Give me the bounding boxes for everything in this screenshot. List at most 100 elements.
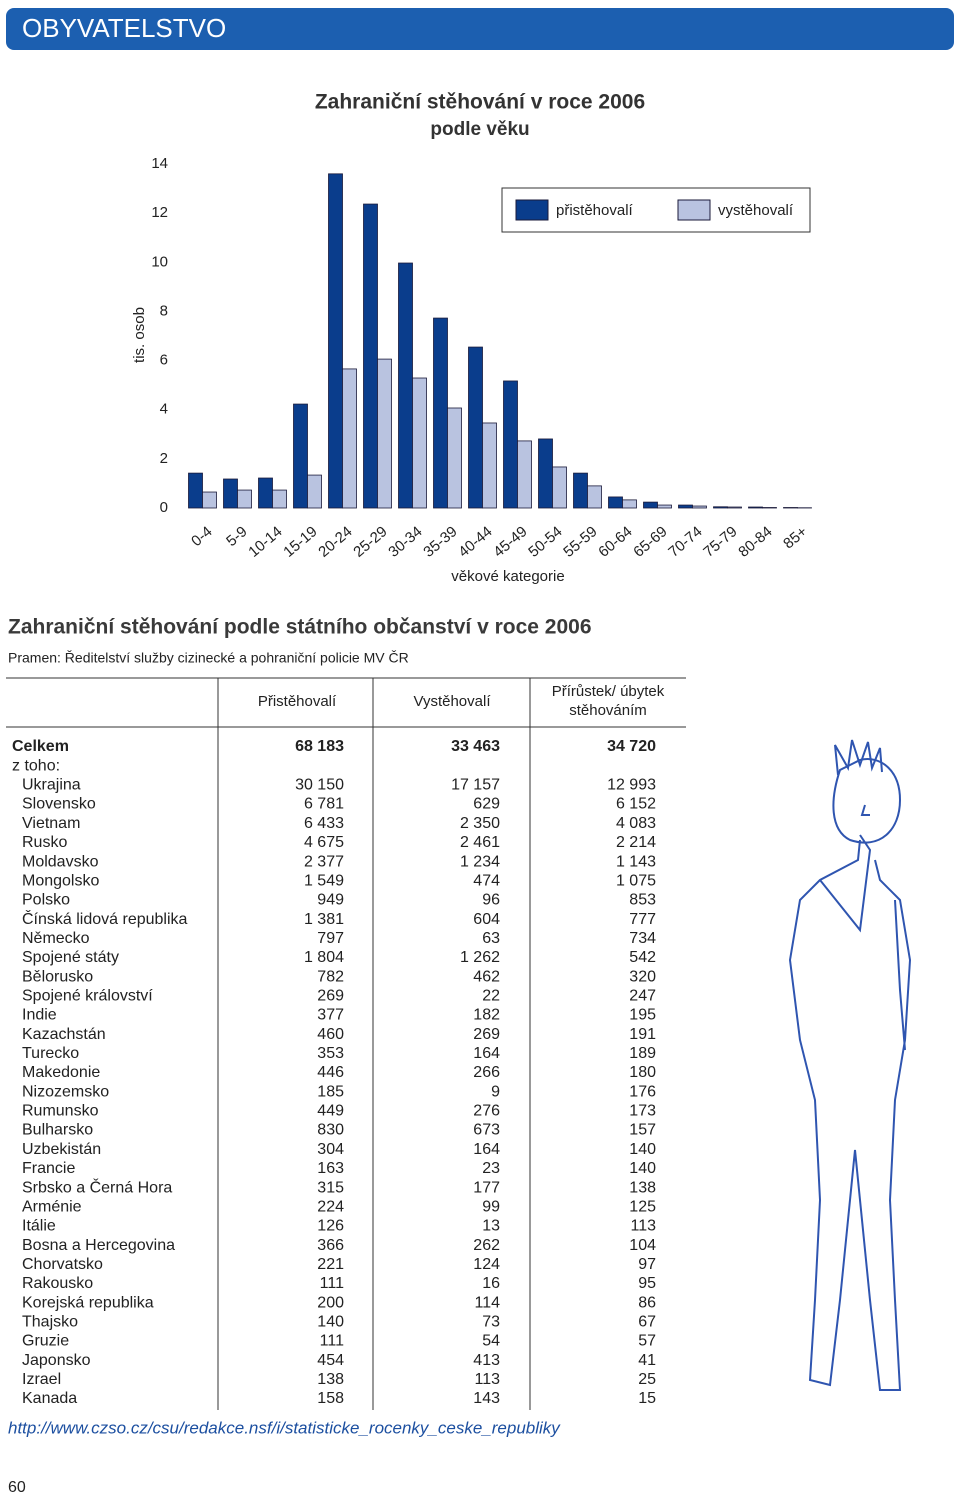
y-tick-label: 8: [160, 302, 168, 319]
cell: 1 075: [616, 872, 656, 889]
cell: 57: [638, 1333, 656, 1350]
row-label: Srbsko a Černá Hora: [22, 1177, 172, 1196]
x-tick-label: 30-34: [385, 523, 425, 561]
bar: [447, 407, 462, 509]
x-tick-label: 75-79: [700, 523, 740, 561]
cell: 269: [317, 988, 344, 1005]
bar: [678, 504, 693, 509]
cell: 67: [638, 1314, 656, 1331]
cell: 140: [317, 1314, 344, 1331]
cell: 157: [629, 1122, 656, 1139]
cell: 34 720: [607, 738, 656, 755]
col-header: Přírůstek/ úbytek: [552, 683, 665, 700]
cell: 173: [629, 1103, 656, 1120]
cell: 113: [474, 1371, 500, 1388]
row-label: Moldavsko: [22, 853, 99, 870]
cell: 158: [317, 1390, 344, 1407]
bar: [587, 485, 602, 509]
row-label: Uzbekistán: [22, 1141, 101, 1158]
cell: 143: [473, 1390, 500, 1407]
row-label: Spojené státy: [22, 949, 119, 966]
row-label: Bělorusko: [22, 968, 93, 985]
cell: 777: [629, 911, 656, 928]
bar: [538, 438, 553, 509]
row-label: Polsko: [22, 892, 70, 909]
cell: 114: [474, 1294, 500, 1311]
cell: 195: [629, 1007, 656, 1024]
cell: 315: [317, 1179, 344, 1196]
cell: 6 433: [304, 815, 344, 832]
x-tick-label: 85+: [780, 523, 811, 553]
cell: 164: [473, 1141, 500, 1158]
cell: 180: [629, 1064, 656, 1081]
cell: 23: [482, 1160, 500, 1177]
x-tick-label: 70-74: [665, 523, 705, 561]
cell: 96: [482, 892, 500, 909]
row-label: Rusko: [22, 834, 67, 851]
cell: 138: [629, 1179, 656, 1196]
cell: 6 781: [304, 796, 344, 813]
cell: 320: [629, 968, 656, 985]
legend-label: vystěhovalí: [718, 202, 794, 219]
cell: 1 381: [304, 911, 344, 928]
cell: 104: [629, 1237, 656, 1254]
row-label: z toho:: [12, 757, 60, 774]
cell: 276: [473, 1103, 500, 1120]
row-label: Indie: [22, 1007, 57, 1024]
cell: 68 183: [295, 738, 344, 755]
cell: 99: [482, 1198, 500, 1215]
bar: [412, 377, 427, 509]
chart-title: Zahraniční stěhování v roce 2006: [315, 91, 645, 114]
row-label: Mongolsko: [22, 872, 99, 889]
table-title: Zahraniční stěhování podle státního obča…: [8, 616, 592, 639]
cell: 185: [317, 1083, 344, 1100]
cell: 2 461: [460, 834, 500, 851]
x-tick-label: 45-49: [490, 523, 530, 561]
row-label: Slovensko: [22, 796, 96, 813]
url[interactable]: http://www.czso.cz/csu/redakce.nsf/i/sta…: [8, 1418, 561, 1437]
cell: 138: [317, 1371, 344, 1388]
cell: 221: [317, 1256, 344, 1273]
cell: 9: [491, 1083, 500, 1100]
cell: 304: [317, 1141, 344, 1158]
header-title: OBYVATELSTVO: [22, 13, 226, 43]
cell: 177: [473, 1179, 500, 1196]
cell: 2 377: [304, 853, 344, 870]
row-label: Vietnam: [22, 815, 80, 832]
legend-label: přistěhovalí: [556, 202, 634, 219]
bar: [643, 501, 658, 509]
cell: 176: [629, 1083, 656, 1100]
cell: 41: [638, 1352, 656, 1369]
y-axis-label: tis. osob: [131, 307, 148, 363]
cell: 6 152: [616, 796, 656, 813]
cell: 830: [317, 1122, 344, 1139]
legend-swatch: [515, 199, 549, 221]
x-tick-label: 55-59: [560, 523, 600, 561]
cell: 949: [317, 892, 344, 909]
cell: 17 157: [451, 777, 500, 794]
cell: 1 234: [460, 853, 500, 870]
chart-subtitle: podle věku: [430, 119, 529, 140]
y-tick-label: 0: [160, 499, 168, 516]
cell: 163: [317, 1160, 344, 1177]
row-label: Turecko: [22, 1045, 79, 1062]
bar: [272, 489, 287, 509]
cell: 4 675: [304, 834, 344, 851]
bar: [258, 477, 273, 509]
row-label: Francie: [22, 1160, 75, 1177]
bar: [517, 440, 532, 509]
col-header: Vystěhovalí: [414, 693, 492, 710]
cell: 853: [629, 892, 656, 909]
cell: 15: [638, 1390, 656, 1407]
row-label: Bulharsko: [22, 1122, 93, 1139]
cell: 454: [317, 1352, 344, 1369]
x-tick-label: 25-29: [350, 523, 390, 561]
y-tick-label: 12: [151, 204, 168, 221]
cell: 63: [482, 930, 500, 947]
y-tick-label: 2: [160, 450, 168, 467]
cell: 782: [317, 968, 344, 985]
cell: 86: [638, 1294, 656, 1311]
cell: 462: [473, 968, 500, 985]
cell: 2 350: [460, 815, 500, 832]
